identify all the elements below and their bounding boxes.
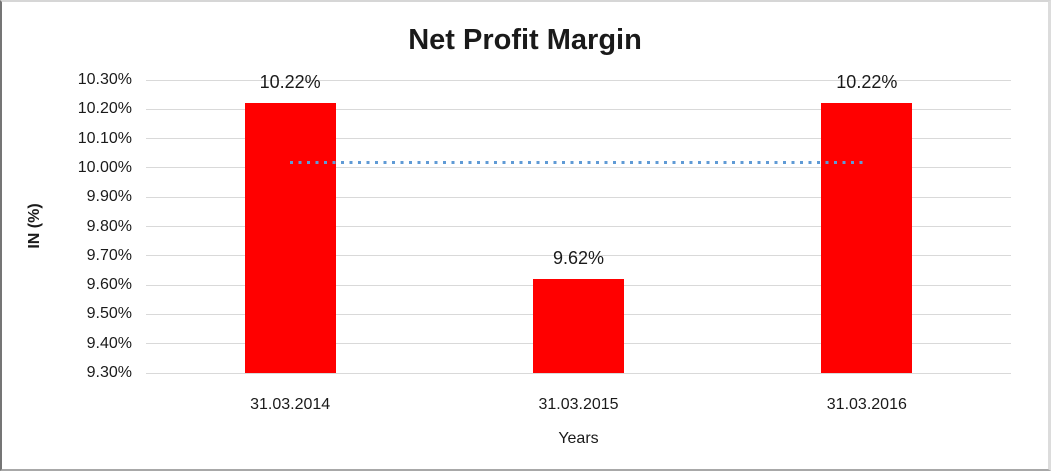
y-axis-tick-label: 9.40% [86,334,132,352]
gridline [146,79,1011,81]
x-axis-category-label: 31.03.2014 [250,396,331,413]
y-axis-tick-label: 9.80% [86,217,132,235]
gridline [146,372,1011,374]
data-label: 10.22% [836,72,898,93]
y-axis-tick-label: 9.90% [86,188,132,206]
y-axis-tick-label: 9.60% [86,276,132,294]
bar-31.03.2014 [244,103,336,373]
data-label: 10.22% [259,72,321,93]
y-axis-tick-label: 9.50% [86,305,132,323]
gridline [146,167,1011,169]
gridline [146,226,1011,227]
y-axis-tick-label: 9.70% [86,246,132,264]
bar-31.03.2015 [533,279,624,373]
gridline [146,196,1011,198]
data-label: 9.62% [552,248,605,269]
y-axis-tick-label: 9.30% [86,364,132,381]
x-axis-category-label: 31.03.2016 [826,396,907,413]
y-axis-tick-label: 10.10% [77,129,132,147]
y-axis-tick-label: 10.00% [77,158,132,176]
y-axis-tick-label: 10.30% [77,71,132,88]
bar-31.03.2016 [821,103,913,373]
x-axis-category-label: 31.03.2015 [538,396,619,413]
gridline [146,108,1011,110]
gridline [146,138,1011,140]
gridline [146,255,1011,257]
x-axis-title: Years [558,430,599,447]
chart-title: Net Profit Margin [408,24,642,56]
y-axis-tick-label: 10.20% [77,100,132,118]
trendline-dotted [290,160,867,164]
